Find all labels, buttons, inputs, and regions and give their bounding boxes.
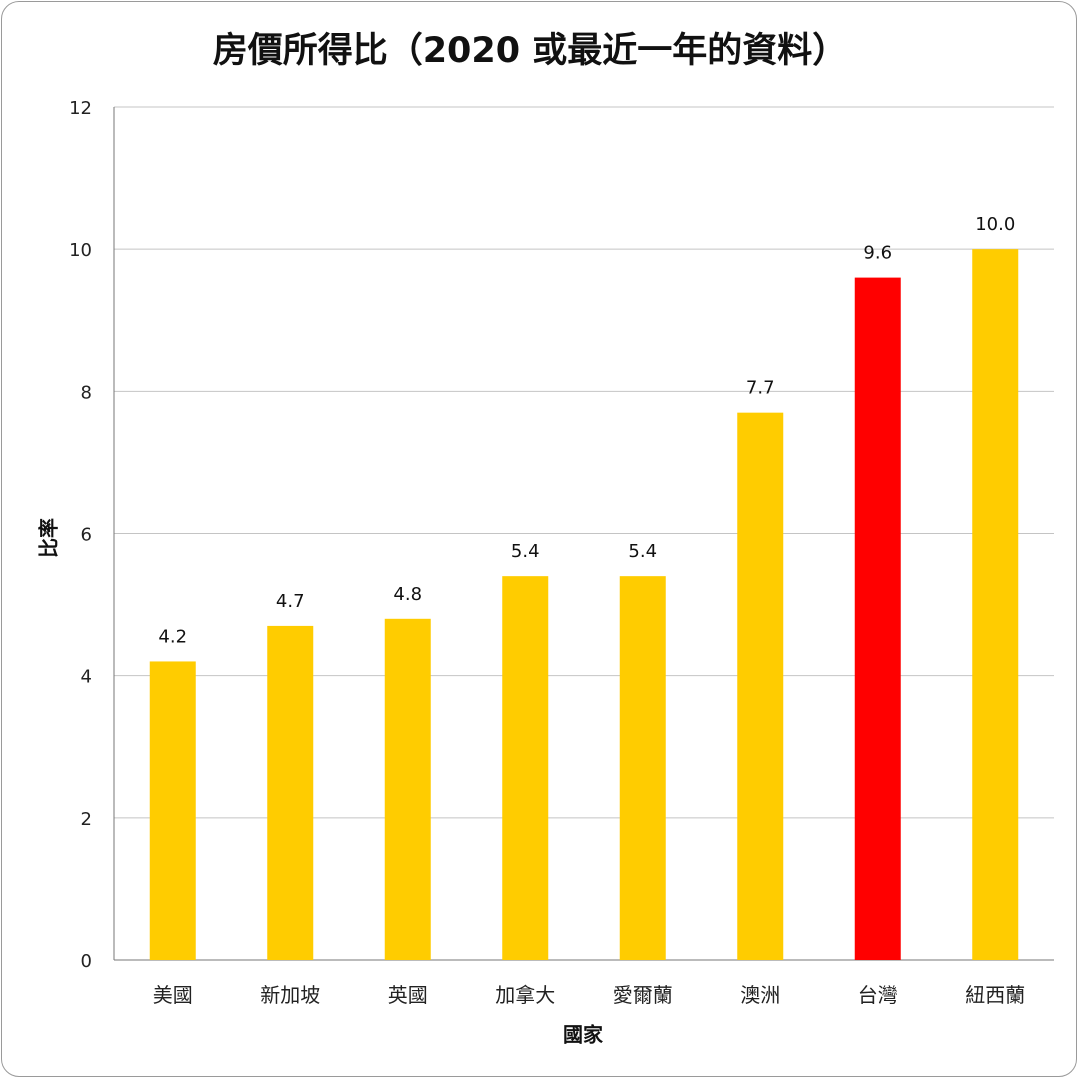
data-label: 5.4 [628,541,657,562]
y-tick-label: 2 [81,809,92,830]
x-category-label: 台灣 [858,983,898,1007]
data-label: 4.2 [158,626,187,647]
bar [619,576,666,960]
y-tick-label: 12 [69,98,92,119]
x-category-label: 美國 [153,983,193,1007]
bar [384,618,431,960]
bar [149,661,196,960]
data-label: 4.7 [276,591,305,612]
x-category-label: 英國 [388,983,428,1007]
bar [854,277,901,961]
x-category-label: 澳洲 [740,983,780,1007]
data-label: 10.0 [975,214,1015,235]
y-tick-label: 4 [81,667,92,688]
bar [267,625,314,960]
y-tick-label: 6 [81,525,92,546]
y-tick-label: 8 [81,382,92,403]
y-tick-label: 10 [69,240,92,261]
data-label: 5.4 [511,541,540,562]
data-label: 4.8 [393,584,422,605]
data-label: 9.6 [863,243,892,264]
chart-title: 房價所得比（2020 或最近一年的資料） [212,31,848,71]
bar [502,576,549,960]
x-category-label: 愛爾蘭 [613,983,673,1007]
data-label: 7.7 [746,378,775,399]
y-tick-label: 0 [81,951,92,972]
x-category-label: 紐西蘭 [965,983,1025,1007]
x-axis-label: 國家 [563,1022,603,1047]
bar [972,249,1019,960]
x-category-label: 新加坡 [260,983,320,1007]
bar [737,412,784,960]
x-category-label: 加拿大 [495,983,555,1007]
